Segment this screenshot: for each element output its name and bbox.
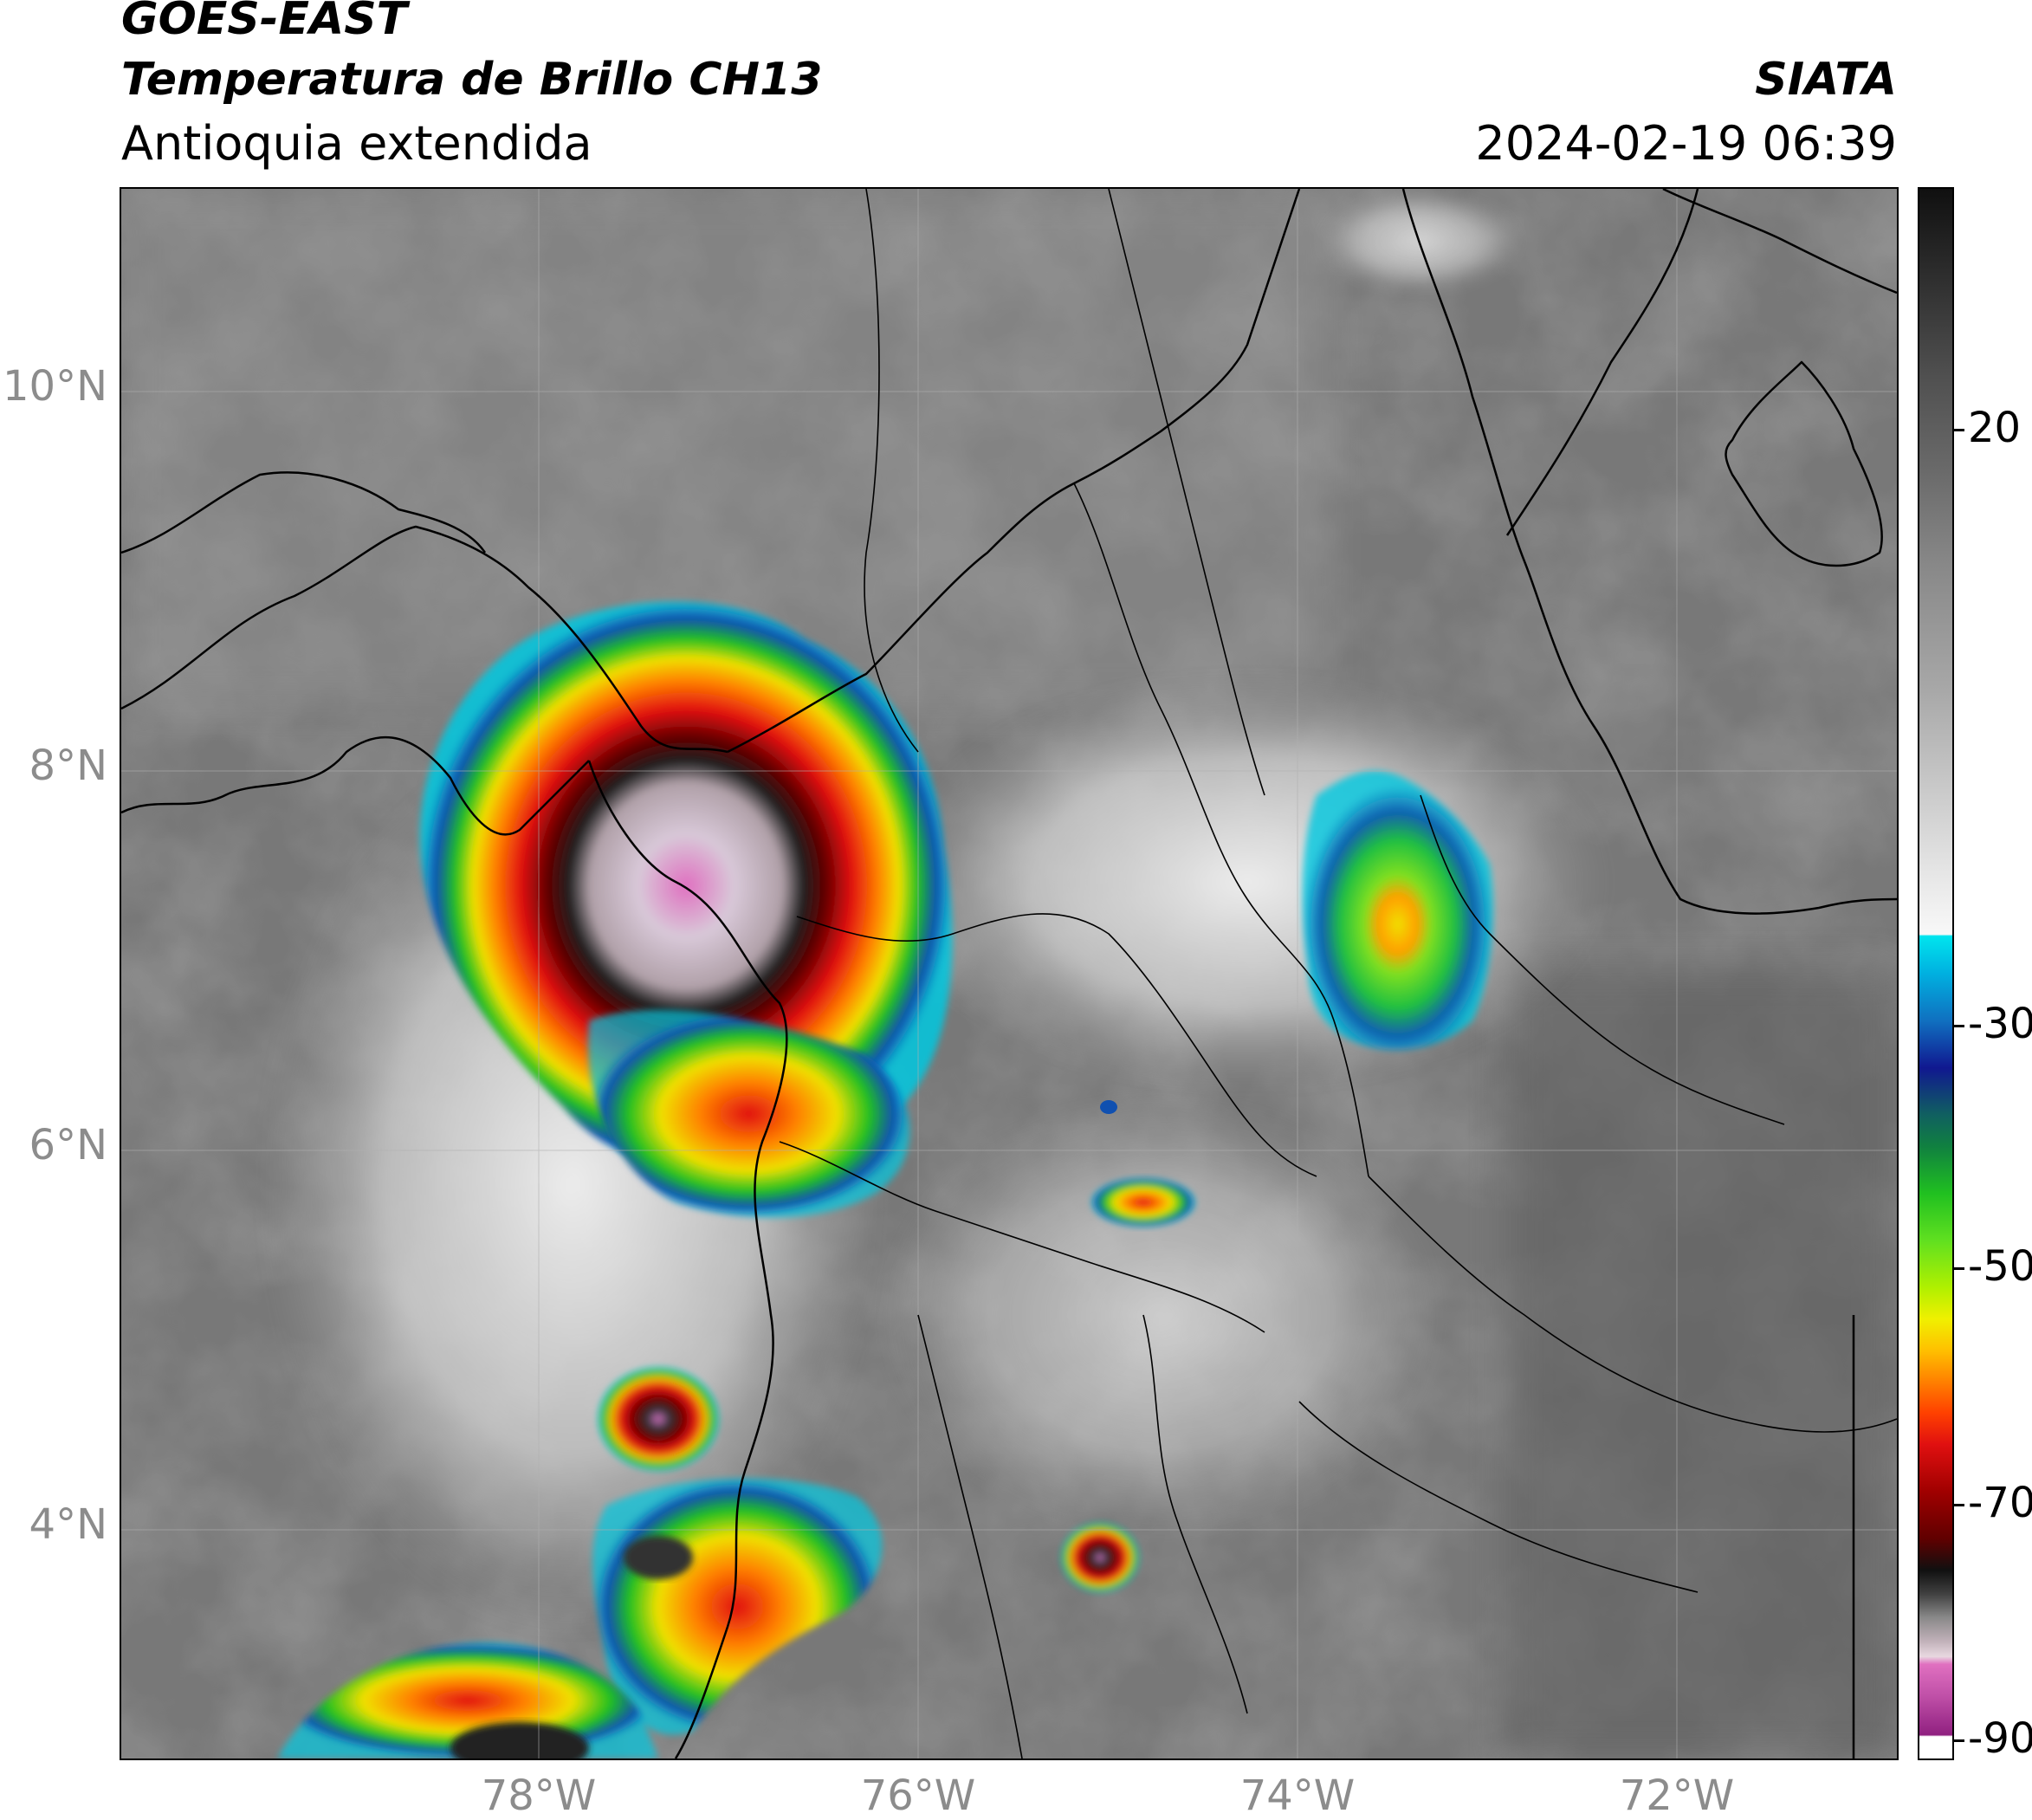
dept-border-10 xyxy=(1298,1401,1699,1593)
dept-border-5 xyxy=(917,1314,1023,1758)
graticule xyxy=(121,189,1897,1758)
storm-tiny-1 xyxy=(1100,1100,1117,1114)
dept-border-7 xyxy=(1368,1176,1897,1433)
colorbar-tick-minus50 xyxy=(1954,1267,1964,1270)
eastern-darker-region xyxy=(1507,968,1897,1758)
storm-cell-5n xyxy=(598,1367,719,1471)
department-borders xyxy=(779,189,1897,1758)
dept-border-3 xyxy=(796,913,1317,1177)
dept-border-6 xyxy=(1142,1314,1248,1714)
satellite-title: GOES-EAST xyxy=(121,0,408,45)
colorbar xyxy=(1918,187,1954,1760)
storm-central-small xyxy=(1091,1178,1195,1227)
datetime-label: 2024-02-19 06:39 xyxy=(1475,116,1897,171)
colorbar-label-minus50: -50 xyxy=(1968,1242,2032,1291)
dept-border-8 xyxy=(1420,794,1785,1125)
panama-coast-north xyxy=(121,525,728,754)
panama-coast-south xyxy=(121,471,487,554)
x-tick-76w: 76°W xyxy=(860,1771,976,1820)
storm-southwest-core xyxy=(624,1536,693,1579)
x-tick-74w: 74°W xyxy=(1239,1771,1356,1820)
colorbar-label-20: 20 xyxy=(1968,404,2022,452)
venezuela-coast xyxy=(1662,189,1897,295)
colorbar-tick-minus70 xyxy=(1954,1504,1964,1506)
colorbar-tick-20 xyxy=(1954,429,1964,431)
y-tick-4n: 4°N xyxy=(29,1500,107,1549)
x-tick-78w: 78°W xyxy=(481,1771,597,1820)
storm-northeast xyxy=(1302,770,1493,1050)
colombia-pacific-coast xyxy=(587,760,788,1758)
dept-border-9 xyxy=(1108,189,1265,796)
colombia-caribbean-coast xyxy=(727,189,1301,754)
storm-south-small xyxy=(1061,1523,1139,1592)
colorbar-tick-minus90 xyxy=(1954,1739,1964,1742)
lake-maracaibo xyxy=(1725,360,1883,567)
y-tick-8n: 8°N xyxy=(29,742,107,790)
dept-border-1 xyxy=(864,189,919,753)
colorbar-tick-minus30 xyxy=(1954,1025,1964,1027)
storm-southwest-2-core xyxy=(450,1722,589,1758)
y-tick-10n: 10°N xyxy=(3,362,107,411)
region-subtitle: Antioquia extendida xyxy=(121,116,592,171)
colorbar-label-minus90: -90 xyxy=(1968,1714,2032,1763)
map-canvas xyxy=(121,189,1897,1758)
boundaries xyxy=(121,189,1897,1758)
colorbar-label-minus70: -70 xyxy=(1968,1479,2032,1527)
storm-west-south-lobe xyxy=(587,1009,910,1218)
y-tick-6n: 6°N xyxy=(29,1121,107,1169)
satellite-map[interactable] xyxy=(120,187,1899,1760)
storm-west-main xyxy=(419,601,953,1170)
halo-south-central xyxy=(875,1090,1446,1540)
organization-label: SIATA xyxy=(1755,54,1897,106)
dept-border-4 xyxy=(779,1141,1265,1333)
product-title: Temperatura de Brillo CH13 xyxy=(121,54,823,106)
colombia-venezuela-border xyxy=(1401,189,1897,915)
colorbar-label-minus30: -30 xyxy=(1968,1000,2032,1048)
gulf-of-venezuela xyxy=(1505,189,1699,536)
dept-border-2 xyxy=(1073,483,1369,1177)
panama-pacific xyxy=(121,735,590,836)
halo-north-central xyxy=(1317,189,1524,293)
x-tick-72w: 72°W xyxy=(1619,1771,1735,1820)
